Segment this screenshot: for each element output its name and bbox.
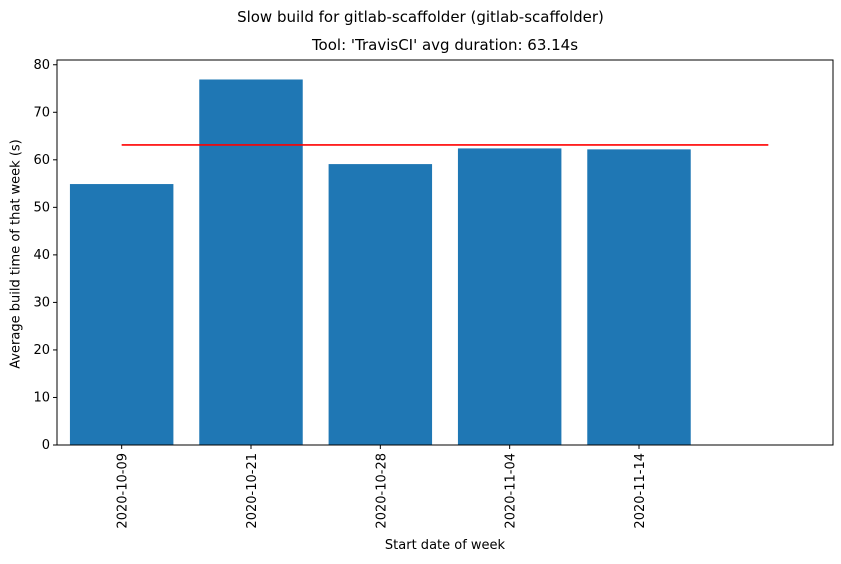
plot-frame [56,59,834,446]
chart-suptitle: Slow build for gitlab-scaffolder (gitlab… [237,8,604,26]
y-tick-label: 50 [33,200,50,215]
y-tick-label: 0 [42,438,50,453]
bar [587,149,691,445]
x-tick-label: 2020-10-21 [245,453,260,529]
y-tick-label: 80 [33,58,50,73]
x-axis-label: Start date of week [384,538,506,553]
chart-title: Tool: 'TravisCI' avg duration: 63.14s [311,36,579,54]
y-tick-label: 60 [33,153,50,168]
x-tick-label: 2020-11-14 [633,453,648,529]
y-tick-label: 20 [33,343,50,358]
bar [328,164,433,445]
y-tick-label: 10 [33,390,50,405]
x-tick-label: 2020-11-04 [504,453,519,529]
y-tick-label: 30 [33,295,50,310]
bar [199,79,303,445]
y-tick-label: 40 [33,248,50,263]
bar [457,148,562,445]
y-tick-label: 70 [33,105,50,120]
x-tick-label: 2020-10-28 [374,453,389,529]
x-tick-label: 2020-10-09 [116,453,131,529]
bar [69,184,174,446]
